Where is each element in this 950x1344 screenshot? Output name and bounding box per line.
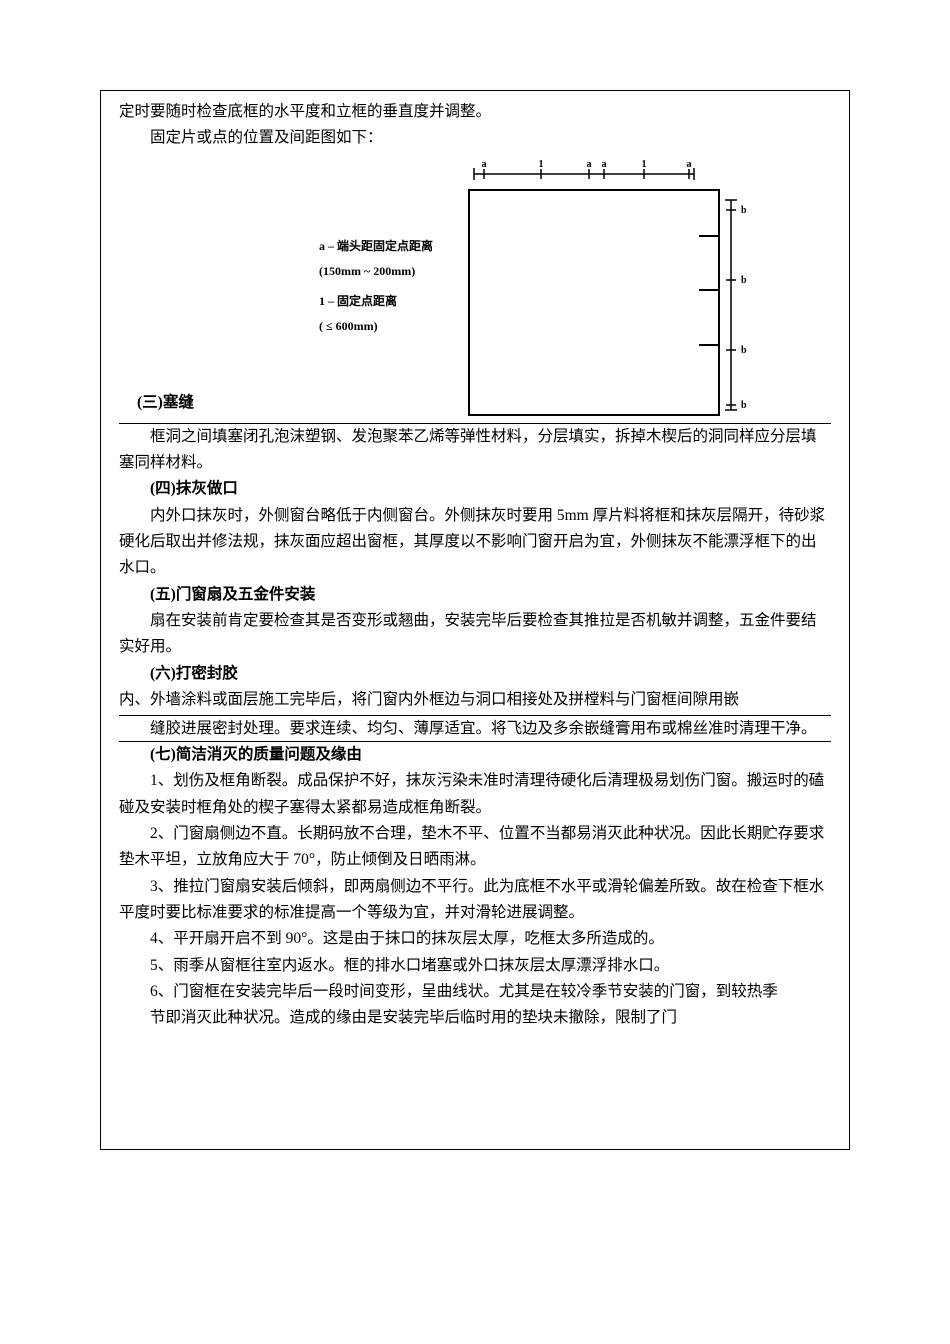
heading-section-5: (五)门窗扇及五金件安装 <box>119 582 831 608</box>
svg-text:1 – 固定点距离: 1 – 固定点距离 <box>319 293 397 308</box>
section-7-p5: 5、雨季从窗框往室内返水。框的排水口堵塞或外口抹灰层太厚漂浮排水口。 <box>119 953 831 979</box>
section-7-p3: 3、推拉门窗扇安装后倾斜，即两扇侧边不平行。此为底框不水平或滑轮偏差所致。故在检… <box>119 874 831 927</box>
document-content: 定时要随时检查底框的水平度和立框的垂直度并调整。 固定片或点的位置及间距图如下：… <box>101 91 849 1050</box>
svg-text:1: 1 <box>642 160 647 170</box>
section-6-p1: 内、外墙涂料或面层施工完毕后，将门窗内外框边与洞口相接处及拼樘料与门窗框间隙用嵌 <box>119 687 831 713</box>
svg-text:b: b <box>741 205 747 216</box>
fixing-point-diagram: a1aa1abbbba – 端头距固定点距离(150mm ~ 200mm)1 –… <box>299 160 831 425</box>
svg-text:a: a <box>602 160 607 170</box>
section-7-p2: 2、门窗扇侧边不直。长期码放不合理，垫木不平、位置不当都易消灭此种状况。因此长期… <box>119 821 831 874</box>
heading-section-6: (六)打密封胶 <box>119 661 831 687</box>
svg-text:( ≤ 600mm): ( ≤ 600mm) <box>319 319 378 333</box>
svg-text:a: a <box>687 160 692 170</box>
section-4-p1: 内外口抹灰时，外侧窗台略低于内侧窗台。外侧抹灰时要用 5mm 厚片料将框和抹灰层… <box>119 503 831 582</box>
svg-text:a: a <box>587 160 592 170</box>
section-3-p1: 框洞之间填塞闭孔泡沫塑钢、发泡聚苯乙烯等弹性材料，分层填实，拆掉木楔后的洞同样应… <box>119 424 831 477</box>
svg-text:(150mm ~ 200mm): (150mm ~ 200mm) <box>319 264 415 278</box>
svg-text:b: b <box>741 400 747 411</box>
svg-text:1: 1 <box>539 160 544 170</box>
section-5-p1: 扇在安装前肯定要检查其是否变形或翘曲，安装完毕后要检查其推拉是否机敏并调整，五金… <box>119 608 831 661</box>
section-7-p6: 6、门窗框在安装完毕后一段时间变形，呈曲线状。尤其是在较冷季节安装的门窗，到较热… <box>119 979 831 1005</box>
svg-text:b: b <box>741 275 747 286</box>
heading-section-4: (四)抹灰做口 <box>119 476 831 502</box>
heading-section-3: (三)塞缝 <box>137 394 194 411</box>
heading-3-container: (三)塞缝 <box>119 160 299 416</box>
section-6-p2: 缝胶进展密封处理。要求连续、均匀、薄厚适宜。将飞边及多余嵌缝膏用布或棉丝准时清理… <box>119 716 831 742</box>
section-7-p7: 节即消灭此种状况。造成的缘由是安装完毕后临时用的垫块未撤除，限制了门 <box>119 1005 831 1031</box>
heading-section-7: (七)简洁消灭的质量问题及缘由 <box>119 742 831 768</box>
svg-text:b: b <box>741 345 747 356</box>
section-7-p1: 1、划伤及框角断裂。成品保护不好，抹灰污染未准时清理待硬化后清理极易划伤门窗。搬… <box>119 768 831 821</box>
diagram-svg: a1aa1abbbba – 端头距固定点距离(150mm ~ 200mm)1 –… <box>299 160 759 425</box>
intro-line-2: 固定片或点的位置及间距图如下： <box>119 125 831 151</box>
intro-line-1: 定时要随时检查底框的水平度和立框的垂直度并调整。 <box>119 99 831 125</box>
svg-text:a: a <box>482 160 487 170</box>
page-border: 定时要随时检查底框的水平度和立框的垂直度并调整。 固定片或点的位置及间距图如下：… <box>100 90 850 1150</box>
section-7-p4: 4、平开扇开启不到 90°。这是由于抹口的抹灰层太厚，吃框太多所造成的。 <box>119 926 831 952</box>
svg-text:a – 端头距固定点距离: a – 端头距固定点距离 <box>319 238 433 253</box>
diagram-row: (三)塞缝 a1aa1abbbba – 端头距固定点距离(150mm ~ 200… <box>119 160 831 425</box>
